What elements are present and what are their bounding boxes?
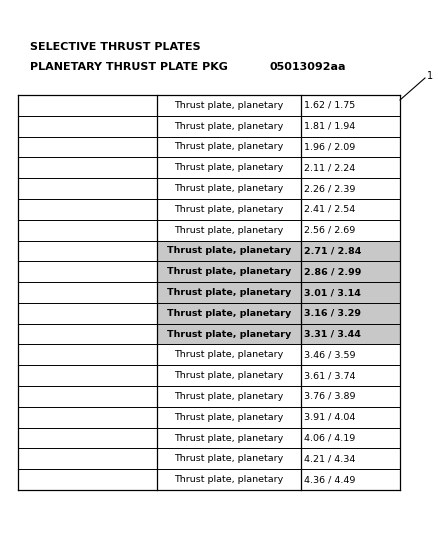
Text: 2.86 / 2.99: 2.86 / 2.99 <box>304 267 361 276</box>
Text: 3.91 / 4.04: 3.91 / 4.04 <box>304 413 355 422</box>
Text: 3.01 / 3.14: 3.01 / 3.14 <box>304 288 360 297</box>
Text: Thrust plate, planetary: Thrust plate, planetary <box>167 329 291 338</box>
Text: 1.62 / 1.75: 1.62 / 1.75 <box>304 101 355 110</box>
Bar <box>157 324 400 344</box>
Text: 2.26 / 2.39: 2.26 / 2.39 <box>304 184 355 193</box>
Text: Thrust plate, planetary: Thrust plate, planetary <box>167 246 291 255</box>
Bar <box>157 282 400 303</box>
Text: 1.81 / 1.94: 1.81 / 1.94 <box>304 122 355 131</box>
Text: Thrust plate, planetary: Thrust plate, planetary <box>174 413 284 422</box>
Text: 2.71 / 2.84: 2.71 / 2.84 <box>304 246 361 255</box>
Text: Thrust plate, planetary: Thrust plate, planetary <box>174 454 284 463</box>
Bar <box>157 261 400 282</box>
Text: 3.46 / 3.59: 3.46 / 3.59 <box>304 350 355 359</box>
Text: 4.36 / 4.49: 4.36 / 4.49 <box>304 475 355 484</box>
Text: 05013092aa: 05013092aa <box>270 62 346 72</box>
Text: Thrust plate, planetary: Thrust plate, planetary <box>174 205 284 214</box>
Text: Thrust plate, planetary: Thrust plate, planetary <box>174 225 284 235</box>
Text: Thrust plate, planetary: Thrust plate, planetary <box>174 475 284 484</box>
Text: Thrust plate, planetary: Thrust plate, planetary <box>174 122 284 131</box>
Text: Thrust plate, planetary: Thrust plate, planetary <box>167 267 291 276</box>
Text: Thrust plate, planetary: Thrust plate, planetary <box>174 371 284 380</box>
Text: 3.31 / 3.44: 3.31 / 3.44 <box>304 329 360 338</box>
Text: 3.76 / 3.89: 3.76 / 3.89 <box>304 392 355 401</box>
Text: SELECTIVE THRUST PLATES: SELECTIVE THRUST PLATES <box>30 42 201 52</box>
Text: 4.06 / 4.19: 4.06 / 4.19 <box>304 433 355 442</box>
Text: 3.16 / 3.29: 3.16 / 3.29 <box>304 309 360 318</box>
Bar <box>157 240 400 261</box>
Text: Thrust plate, planetary: Thrust plate, planetary <box>174 392 284 401</box>
Text: Thrust plate, planetary: Thrust plate, planetary <box>174 350 284 359</box>
Bar <box>157 303 400 324</box>
Text: 3.61 / 3.74: 3.61 / 3.74 <box>304 371 355 380</box>
Text: Thrust plate, planetary: Thrust plate, planetary <box>174 142 284 151</box>
Text: 1: 1 <box>427 71 433 81</box>
Text: Thrust plate, planetary: Thrust plate, planetary <box>174 163 284 172</box>
Text: Thrust plate, planetary: Thrust plate, planetary <box>174 433 284 442</box>
Text: 2.41 / 2.54: 2.41 / 2.54 <box>304 205 355 214</box>
Text: 4.21 / 4.34: 4.21 / 4.34 <box>304 454 355 463</box>
Text: Thrust plate, planetary: Thrust plate, planetary <box>174 101 284 110</box>
Text: Thrust plate, planetary: Thrust plate, planetary <box>167 309 291 318</box>
Text: 2.11 / 2.24: 2.11 / 2.24 <box>304 163 355 172</box>
Text: Thrust plate, planetary: Thrust plate, planetary <box>167 288 291 297</box>
Text: Thrust plate, planetary: Thrust plate, planetary <box>174 184 284 193</box>
Text: PLANETARY THRUST PLATE PKG: PLANETARY THRUST PLATE PKG <box>30 62 228 72</box>
Text: 1.96 / 2.09: 1.96 / 2.09 <box>304 142 355 151</box>
Text: 2.56 / 2.69: 2.56 / 2.69 <box>304 225 355 235</box>
